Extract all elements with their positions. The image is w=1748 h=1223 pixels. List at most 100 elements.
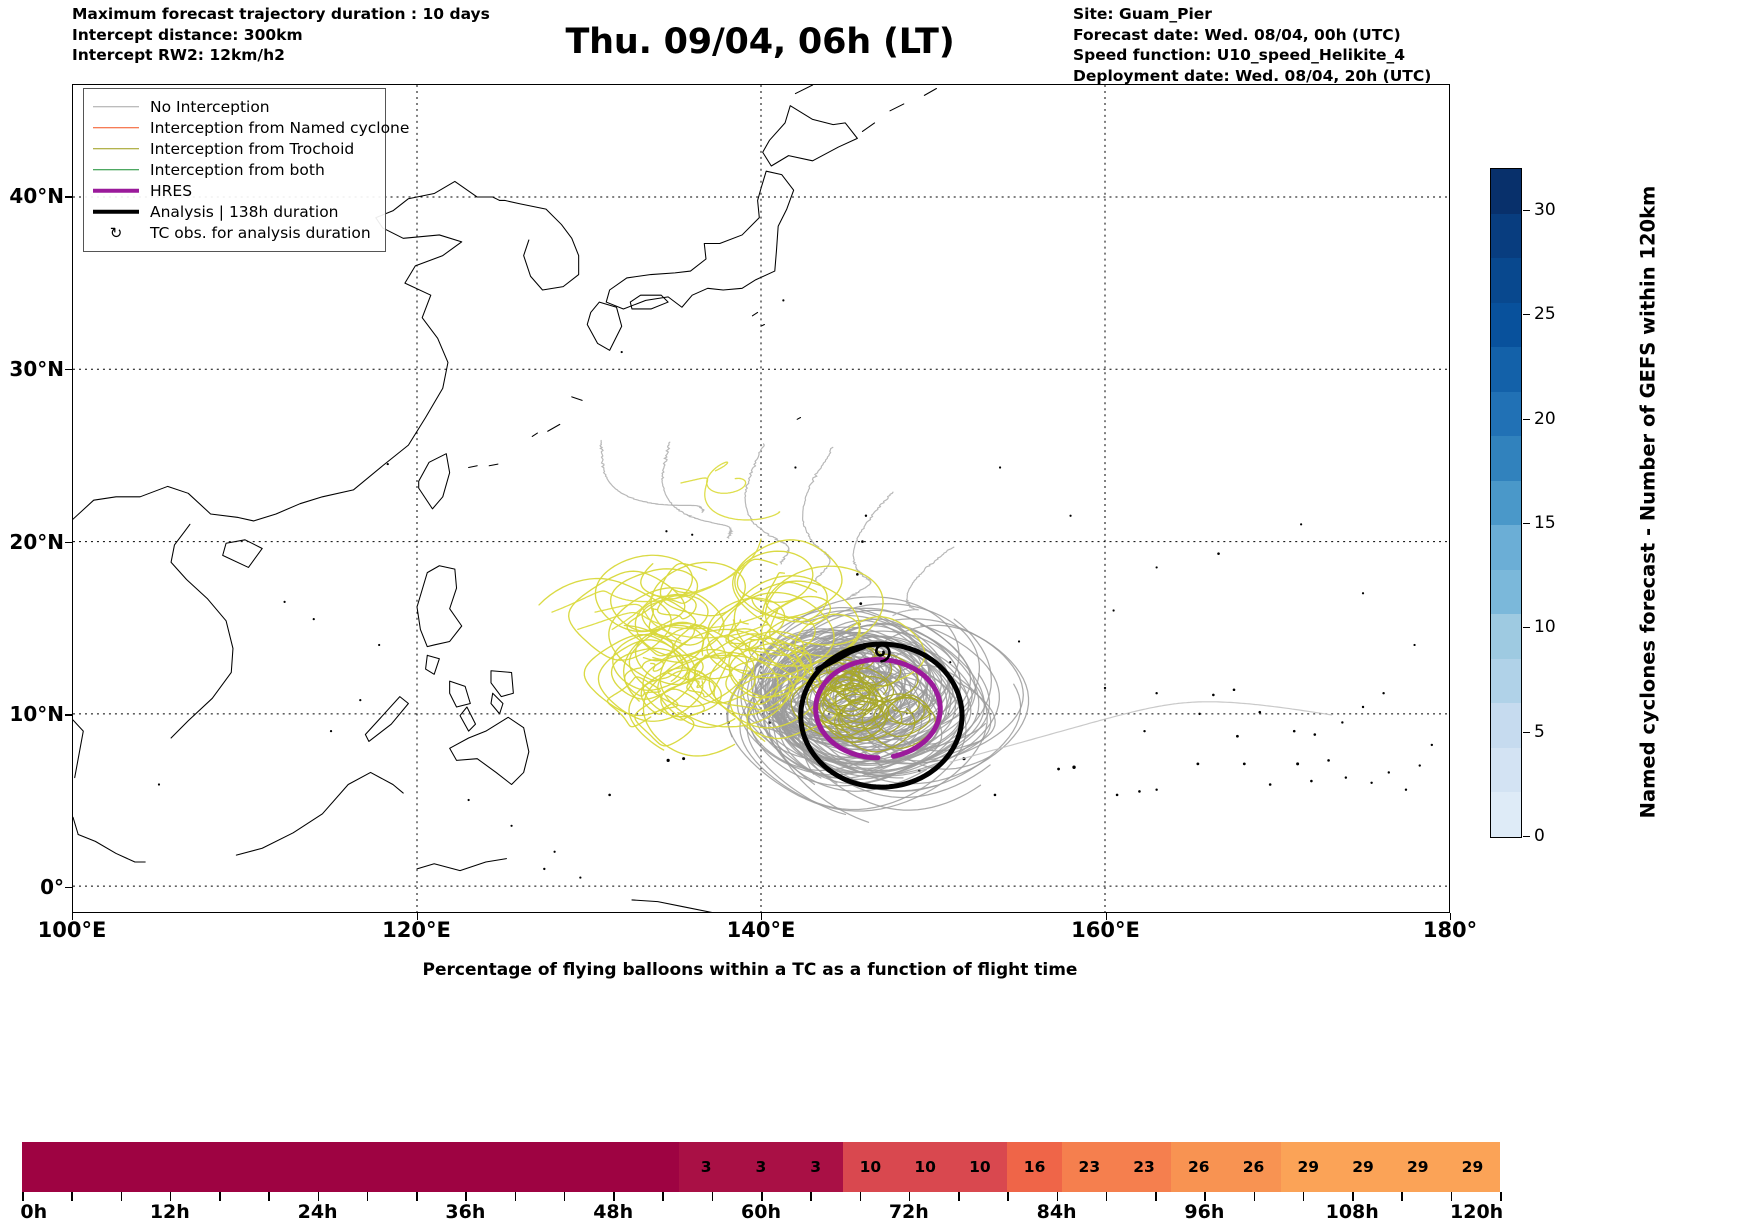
legend-item-3[interactable]: Interception from both bbox=[93, 159, 376, 180]
percentage-axis-minor-tick bbox=[1302, 1192, 1305, 1201]
island-marker bbox=[1258, 710, 1262, 714]
legend-line-swatch bbox=[93, 142, 139, 156]
percentage-axis-label-3: 36h bbox=[445, 1201, 486, 1223]
colorbar-segment-5 bbox=[1491, 391, 1521, 437]
island-marker bbox=[579, 876, 582, 879]
coastline-segment bbox=[586, 301, 623, 351]
coastline-segment bbox=[416, 565, 463, 648]
percentage-cell-22[interactable]: 26 bbox=[1226, 1142, 1281, 1192]
island-marker bbox=[993, 793, 997, 797]
percentage-axis-label-7: 84h bbox=[1036, 1201, 1077, 1223]
percentage-cell-0[interactable] bbox=[22, 1142, 77, 1192]
island-marker bbox=[1103, 686, 1107, 690]
coastline-segment bbox=[490, 692, 504, 715]
percentage-axis-label-5: 60h bbox=[741, 1201, 781, 1223]
colorbar-segment-8 bbox=[1491, 525, 1521, 570]
percentage-cell-9[interactable] bbox=[514, 1142, 570, 1192]
legend-item-5[interactable]: Analysis | 138h duration bbox=[93, 201, 376, 222]
legend-item-6[interactable]: ↻ TC obs. for analysis duration bbox=[93, 222, 376, 243]
percentage-bar[interactable]: 3 3 3 10 10 10 16 23 23 26 26 29 29 29 29 bbox=[22, 1142, 1500, 1192]
island-marker bbox=[1069, 514, 1072, 517]
colorbar-tick-mark bbox=[1523, 314, 1530, 316]
island-marker bbox=[1430, 743, 1434, 747]
map-xtick-mark bbox=[416, 913, 418, 920]
percentage-cell-25[interactable]: 29 bbox=[1390, 1142, 1446, 1192]
percentage-cell-5[interactable] bbox=[295, 1142, 351, 1192]
percentage-axis-minor-tick bbox=[1056, 1192, 1059, 1201]
percentage-cell-6[interactable] bbox=[350, 1142, 406, 1192]
percentage-cell-10[interactable] bbox=[569, 1142, 625, 1192]
percentage-cell-3[interactable] bbox=[186, 1142, 241, 1192]
colorbar-tick-label-2: 10 bbox=[1534, 617, 1556, 638]
percentage-axis-minor-tick bbox=[761, 1192, 763, 1201]
legend-item-2[interactable]: Interception from Trochoid bbox=[93, 138, 376, 159]
percentage-cell-4[interactable] bbox=[240, 1142, 296, 1192]
colorbar-tick-label-4: 20 bbox=[1534, 408, 1556, 429]
percentage-cell-18[interactable]: 16 bbox=[1007, 1142, 1062, 1192]
legend-item-4[interactable]: HRES bbox=[93, 180, 376, 201]
island-marker bbox=[1404, 788, 1408, 791]
percentage-cell-16[interactable]: 10 bbox=[897, 1142, 953, 1192]
percentage-cell-11[interactable] bbox=[624, 1142, 679, 1192]
island-marker bbox=[1313, 733, 1317, 736]
island-marker bbox=[998, 466, 1002, 469]
map-ytick-mark bbox=[65, 541, 72, 544]
island-marker bbox=[1217, 552, 1220, 555]
percentage-cell-14[interactable]: 3 bbox=[788, 1142, 844, 1192]
island-marker bbox=[1296, 762, 1300, 766]
trajectory-path bbox=[846, 491, 894, 600]
percentage-cell-13[interactable]: 3 bbox=[733, 1142, 789, 1192]
percentage-axis-minor-tick bbox=[1105, 1192, 1108, 1201]
percentage-axis-minor-tick bbox=[120, 1192, 123, 1201]
percentage-cell-8[interactable] bbox=[459, 1142, 515, 1192]
percentage-cell-24[interactable]: 29 bbox=[1335, 1142, 1391, 1192]
percentage-axis-minor-tick bbox=[908, 1192, 911, 1201]
coastline-segment bbox=[418, 453, 451, 510]
percentage-axis-minor-tick bbox=[810, 1192, 812, 1201]
legend-item-1[interactable]: Interception from Named cyclone bbox=[93, 117, 409, 138]
island-marker bbox=[1155, 692, 1158, 695]
trajectory-path bbox=[661, 441, 734, 539]
trajectory-path bbox=[628, 654, 722, 751]
percentage-cell-23[interactable]: 29 bbox=[1280, 1142, 1336, 1192]
percentage-cell-19[interactable]: 23 bbox=[1061, 1142, 1117, 1192]
percentage-cell-21[interactable]: 26 bbox=[1171, 1142, 1227, 1192]
percentage-cell-26[interactable]: 29 bbox=[1445, 1142, 1500, 1192]
coastline-segment bbox=[425, 654, 440, 675]
coastline-segment bbox=[531, 432, 538, 437]
map-xtick-mark bbox=[1105, 913, 1107, 920]
coastline-segment bbox=[73, 816, 79, 836]
colorbar-segment-11 bbox=[1491, 658, 1521, 704]
island-marker bbox=[1138, 790, 1141, 793]
trajectory-path bbox=[744, 443, 790, 565]
colorbar-tick-mark bbox=[1523, 209, 1530, 211]
header-left-block: Maximum forecast trajectory duration : 1… bbox=[72, 4, 490, 66]
colorbar-segment-1 bbox=[1491, 213, 1521, 259]
percentage-cell-20[interactable]: 23 bbox=[1116, 1142, 1172, 1192]
percentage-cell-17[interactable]: 10 bbox=[952, 1142, 1008, 1192]
percentage-cell-1[interactable] bbox=[76, 1142, 132, 1192]
colorbar-title-text: Named cyclones forecast - Number of GEFS… bbox=[1636, 185, 1660, 819]
percentage-cell-15[interactable]: 10 bbox=[843, 1142, 898, 1192]
percentage-cell-12[interactable]: 3 bbox=[678, 1142, 734, 1192]
percentage-cell-2[interactable] bbox=[131, 1142, 187, 1192]
percentage-cell-7[interactable] bbox=[405, 1142, 460, 1192]
coastline-segment bbox=[889, 103, 905, 112]
coastline-segment bbox=[861, 122, 876, 133]
colorbar-tick-label-1: 5 bbox=[1534, 721, 1545, 742]
percentage-axis-minor-tick bbox=[465, 1192, 467, 1201]
island-marker bbox=[666, 758, 670, 762]
percentage-axis-minor-tick bbox=[169, 1192, 172, 1201]
island-marker bbox=[1387, 771, 1390, 774]
colorbar-tick-label-5: 25 bbox=[1534, 304, 1556, 325]
map-xtick-4: 180° bbox=[1422, 918, 1478, 942]
percentage-axis-minor-tick bbox=[1401, 1192, 1403, 1201]
percentage-axis-label-9: 108h bbox=[1325, 1201, 1379, 1223]
trajectory-path bbox=[713, 665, 838, 742]
tc-observation-marker bbox=[875, 643, 891, 663]
island-marker bbox=[864, 514, 868, 517]
colorbar-segment-4 bbox=[1491, 347, 1521, 392]
header-right-line-0: Site: Guam_Pier bbox=[1073, 5, 1212, 23]
island-marker bbox=[691, 533, 694, 536]
legend-item-0[interactable]: No Interception bbox=[93, 96, 376, 117]
